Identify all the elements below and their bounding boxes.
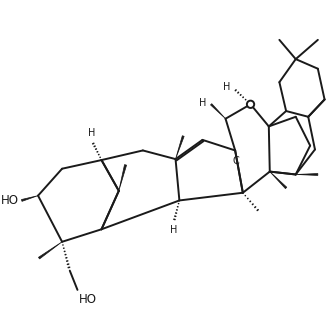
- Polygon shape: [119, 165, 126, 191]
- Text: HO: HO: [78, 293, 96, 306]
- Text: H: H: [199, 98, 206, 108]
- Polygon shape: [39, 242, 62, 259]
- Text: H: H: [170, 225, 177, 235]
- Text: H: H: [223, 82, 230, 92]
- Polygon shape: [22, 196, 38, 201]
- Polygon shape: [210, 104, 225, 119]
- Text: C: C: [232, 156, 239, 166]
- Circle shape: [247, 101, 254, 108]
- Text: HO: HO: [1, 194, 19, 207]
- Polygon shape: [176, 136, 184, 159]
- Text: H: H: [88, 128, 96, 138]
- Polygon shape: [296, 174, 318, 175]
- Polygon shape: [270, 172, 287, 189]
